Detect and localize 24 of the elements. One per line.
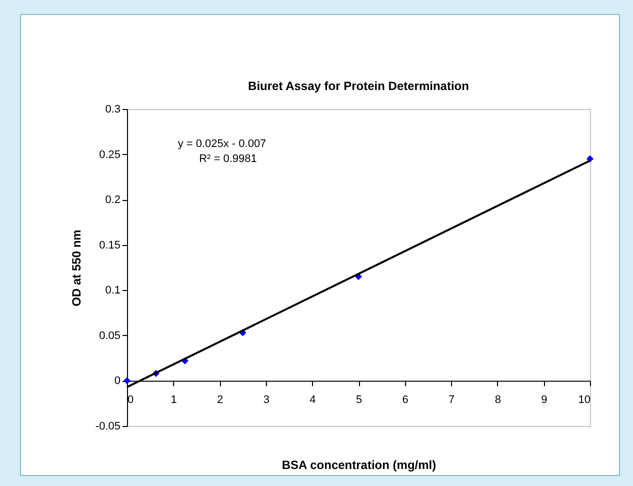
y-tick-label: 0.3 [105,104,120,116]
x-tick-label: 8 [494,394,501,406]
x-tick-label: 9 [541,394,548,406]
annotation: R² = 0.9981 [199,153,257,165]
x-tick-label: 7 [448,394,455,406]
chart-title: Biuret Assay for Protein Determination [248,79,469,93]
y-tick-label: 0.2 [105,194,120,206]
x-tick-label: 0 [128,394,134,406]
x-tick-label: 5 [356,394,362,406]
x-tick-label: 2 [217,394,224,406]
y-tick-label: -0.05 [95,420,120,432]
y-tick-label: 0.05 [99,330,120,342]
x-tick-label: 3 [263,394,270,406]
x-tick-label: 4 [310,394,316,406]
y-axis-title: OD at 550 nm [69,230,84,306]
y-tick-label: 0 [114,375,120,388]
y-tick-label: 0.25 [99,148,120,161]
annotation: y = 0.025x - 0.007 [178,138,266,150]
x-tick-label: 1 [170,394,177,406]
y-tick-label: 0.1 [105,284,120,297]
x-tick-label: 6 [402,394,408,406]
y-tick-label: 0.15 [99,239,120,252]
x-axis-title: BSA concentration (mg/ml) [282,458,436,472]
x-tick-label: 10 [578,394,590,406]
